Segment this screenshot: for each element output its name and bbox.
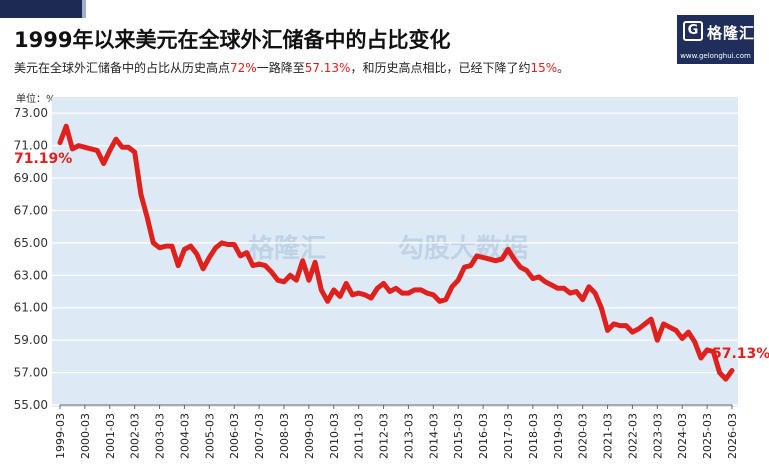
y-tick-label: 63.00 xyxy=(14,268,48,282)
x-tick-label: 2002-03 xyxy=(129,413,142,459)
annotation-end-value: 57.13% xyxy=(712,346,769,362)
y-tick-label: 67.00 xyxy=(14,203,48,217)
y-tick-label: 65.00 xyxy=(14,236,48,250)
subtitle-text-4: 。 xyxy=(557,61,570,75)
subtitle-text-2: 一路降至 xyxy=(256,61,305,75)
x-tick-label: 2017-03 xyxy=(502,413,515,459)
x-tick-label: 2024-03 xyxy=(676,413,689,459)
logo-url: www.gelonghui.com xyxy=(680,52,751,60)
y-tick-label: 73.00 xyxy=(14,106,48,120)
x-tick-label: 2011-03 xyxy=(353,413,366,459)
x-tick-label: 2023-03 xyxy=(651,413,664,459)
x-tick-label: 2012-03 xyxy=(378,413,391,459)
logo-name: 格隆汇 xyxy=(707,24,756,42)
x-tick-label: 2000-03 xyxy=(79,413,92,459)
x-tick-label: 2001-03 xyxy=(104,413,117,459)
brand-logo: G 格隆汇 www.gelonghui.com xyxy=(677,15,754,64)
x-tick-label: 2004-03 xyxy=(178,413,191,459)
y-tick-label: 69.00 xyxy=(14,171,48,185)
y-tick-label: 71.00 xyxy=(14,139,48,153)
x-tick-label: 2018-03 xyxy=(527,413,540,459)
y-tick-label: 59.00 xyxy=(14,333,48,347)
subtitle-highlight-peak: 72% xyxy=(230,61,257,75)
subtitle-text-1: 美元在全球外汇储备中的占比从历史高点 xyxy=(14,61,231,75)
chart-title: 1999年以来美元在全球外汇储备中的占比变化 xyxy=(14,28,451,52)
watermark-logo: 格隆汇 xyxy=(248,234,327,264)
series-line xyxy=(57,123,735,382)
subtitle-highlight-current: 57.13% xyxy=(304,61,351,75)
subtitle-text-3: ，和历史高点相比，已经下降了约 xyxy=(350,61,531,75)
x-tick-label: 2009-03 xyxy=(303,413,316,459)
x-tick-label: 2008-03 xyxy=(278,413,291,459)
x-tick-label: 2019-03 xyxy=(552,413,565,459)
x-tick-label: 2022-03 xyxy=(626,413,639,459)
x-tick-label: 2021-03 xyxy=(602,413,615,459)
x-tick-label: 2026-03 xyxy=(726,413,739,459)
y-unit-label: 单位：% xyxy=(16,94,56,105)
x-tick-label: 2014-03 xyxy=(427,413,440,459)
y-tick-label: 57.00 xyxy=(14,366,48,380)
annotation-start-value: 71.19% xyxy=(14,151,72,167)
plot-area xyxy=(52,97,738,407)
x-tick-label: 2016-03 xyxy=(477,413,490,459)
x-tick-label: 2013-03 xyxy=(402,413,415,459)
x-tick-label: 2006-03 xyxy=(228,413,241,459)
x-tick-label: 2003-03 xyxy=(154,413,167,459)
header-bar-accent xyxy=(82,0,86,18)
x-tick-label: 2025-03 xyxy=(701,413,714,459)
header-bar xyxy=(0,0,82,18)
x-tick-label: 2010-03 xyxy=(328,413,341,459)
x-tick-label: 2020-03 xyxy=(577,413,590,459)
logo-g-icon: G xyxy=(683,21,703,41)
chart-subtitle: 美元在全球外汇储备中的占比从历史高点72%一路降至57.13%，和历史高点相比，… xyxy=(14,59,569,76)
y-tick-label: 55.00 xyxy=(14,398,48,412)
y-tick-label: 61.00 xyxy=(14,301,48,315)
x-tick-label: 2005-03 xyxy=(203,413,216,459)
x-tick-label: 1999-03 xyxy=(54,413,67,459)
x-tick-label: 2007-03 xyxy=(253,413,266,459)
x-tick-label: 2015-03 xyxy=(452,413,465,459)
subtitle-highlight-decline: 15% xyxy=(530,61,558,75)
